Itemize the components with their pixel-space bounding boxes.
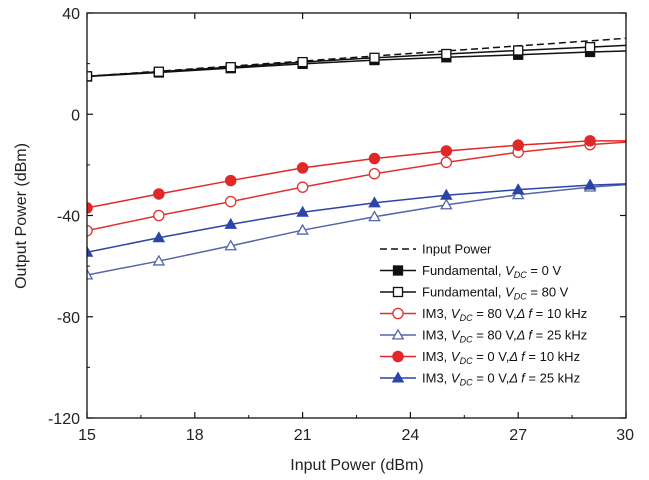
data-point (368, 152, 381, 165)
data-point (584, 135, 596, 147)
data-point (225, 62, 236, 73)
series-line (87, 140, 626, 209)
legend-marker (392, 350, 404, 363)
y-tick-label: -40 (57, 209, 80, 226)
data-point (152, 254, 166, 266)
legend-item: Fundamental, VDC = 80 V (380, 285, 569, 302)
series-2 (87, 42, 626, 82)
series-1 (87, 46, 626, 82)
legend-label: IM3, VDC = 0 V,Δ f = 25 kHz (422, 371, 580, 388)
data-point (297, 56, 308, 68)
x-tick-label: 24 (402, 427, 420, 444)
data-point (513, 45, 524, 56)
data-point (368, 167, 381, 180)
legend: Input Power Fundamental, VDC = 0 V Fundame… (380, 242, 587, 388)
data-point (368, 196, 381, 208)
data-point (440, 198, 453, 210)
data-point (224, 217, 238, 229)
legend-item: IM3, VDC = 80 V,Δ f = 25 kHz (380, 328, 587, 345)
legend-marker (392, 286, 404, 298)
data-point (153, 209, 165, 222)
data-point (224, 174, 237, 187)
data-point (511, 183, 525, 195)
legend-label: IM3, VDC = 0 V,Δ f = 10 kHz (422, 349, 580, 366)
data-point (224, 239, 238, 251)
data-point (152, 231, 166, 243)
data-point (440, 145, 453, 157)
x-tick-label: 15 (78, 427, 96, 444)
data-point (224, 195, 237, 208)
data-point (296, 205, 309, 217)
legend-item: IM3, VDC = 0 V,Δ f = 25 kHz (380, 371, 580, 388)
legend-marker (392, 265, 404, 276)
legend-item: IM3, VDC = 0 V,Δ f = 10 kHz (380, 349, 580, 366)
data-point (368, 210, 381, 222)
series-6 (87, 178, 626, 257)
data-point (440, 156, 453, 169)
y-tick-label: 40 (62, 6, 80, 23)
legend-marker (391, 328, 405, 340)
series-line (87, 183, 626, 253)
legend-label: IM3, VDC = 80 V,Δ f = 25 kHz (422, 328, 587, 345)
data-point (153, 66, 165, 77)
series-line (87, 50, 626, 78)
series-line (87, 183, 626, 276)
legend-label: Fundamental, VDC = 0 V (422, 263, 561, 280)
series-5 (87, 135, 626, 214)
series-layer (87, 37, 626, 280)
data-point (296, 181, 309, 193)
y-tick-label: -80 (57, 310, 80, 327)
x-tick-label: 18 (186, 427, 204, 444)
y-axis-label: Output Power (dBm) (13, 143, 30, 289)
axes-layer: 15 18 21 24 27 30 -120 -80 -40 0 40 (48, 6, 634, 444)
y-tick-label: -120 (48, 411, 80, 428)
data-point (296, 162, 309, 174)
x-axis-label: Input Power (dBm) (290, 457, 423, 474)
legend-item: Fundamental, VDC = 0 V (380, 263, 561, 280)
x-tick-label: 27 (509, 427, 527, 444)
data-point (87, 71, 93, 82)
legend-marker (392, 307, 404, 320)
legend-label: Input Power (422, 242, 492, 257)
data-point (512, 139, 524, 151)
data-point (441, 48, 452, 60)
y-tick-label: 0 (71, 107, 80, 124)
data-point (369, 52, 380, 63)
data-point (153, 188, 165, 200)
legend-item: Input Power (380, 242, 492, 257)
data-point (583, 178, 597, 190)
legend-item: IM3, VDC = 80 V,Δ f = 10 kHz (380, 306, 587, 323)
series-3 (87, 138, 626, 237)
series-line (87, 141, 626, 232)
series-4 (87, 180, 626, 280)
legend-label: IM3, VDC = 80 V,Δ f = 10 kHz (422, 306, 587, 323)
legend-marker (391, 371, 405, 383)
legend-label: Fundamental, VDC = 80 V (422, 285, 569, 302)
data-point (296, 223, 309, 235)
x-tick-label: 21 (294, 427, 312, 444)
data-point (87, 268, 94, 280)
data-point (87, 245, 94, 257)
x-tick-label: 30 (616, 427, 634, 444)
data-point (440, 188, 453, 200)
data-point (584, 42, 596, 53)
